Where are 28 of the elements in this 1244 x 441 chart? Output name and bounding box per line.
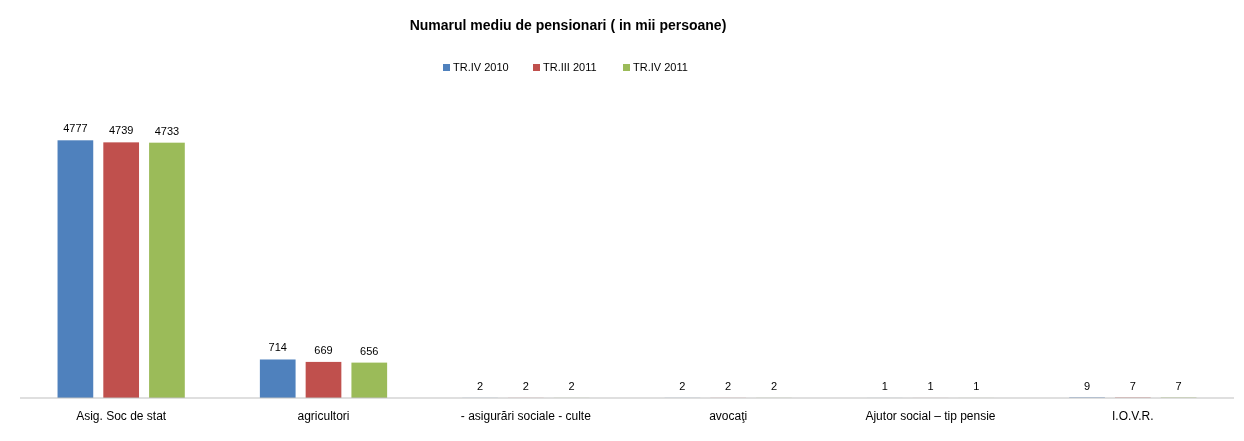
data-label: 2 xyxy=(679,379,686,392)
data-label: 2 xyxy=(568,379,575,392)
x-tick-label: Asig. Soc de stat xyxy=(76,409,167,423)
data-label: 4777 xyxy=(63,122,88,135)
data-label: 2 xyxy=(770,379,778,392)
data-label: 714 xyxy=(268,341,287,354)
x-tick-label: - asigurări sociale - culte xyxy=(460,409,592,423)
x-tick-label: agricultori xyxy=(297,409,350,423)
data-label: 2 xyxy=(476,379,484,392)
data-label: 656 xyxy=(360,344,379,357)
legend-label: TR.IV 2010 xyxy=(453,61,509,73)
data-label: 9 xyxy=(1083,379,1091,392)
data-label: 4733 xyxy=(154,124,180,137)
x-tick-label: avocaţi xyxy=(709,409,748,423)
legend-label: TR.III 2011 xyxy=(543,61,597,73)
data-label: 1 xyxy=(973,379,980,392)
chart-title: Numarul mediu de pensionari ( in mii persoane) xyxy=(409,17,727,33)
data-label: 2 xyxy=(522,379,529,392)
data-label: 2 xyxy=(725,379,732,392)
x-tick-label: Ajutor social – tip pensie xyxy=(865,409,996,423)
data-label: 1 xyxy=(881,379,888,392)
data-label: 669 xyxy=(314,343,333,356)
x-tick-label: I.O.V.R. xyxy=(1112,409,1154,423)
data-label: 1 xyxy=(927,379,934,392)
data-label: 7 xyxy=(1129,379,1136,392)
legend-label: TR.IV 2011 xyxy=(633,61,688,73)
data-label: 7 xyxy=(1175,379,1182,392)
data-label: 4739 xyxy=(108,124,134,137)
